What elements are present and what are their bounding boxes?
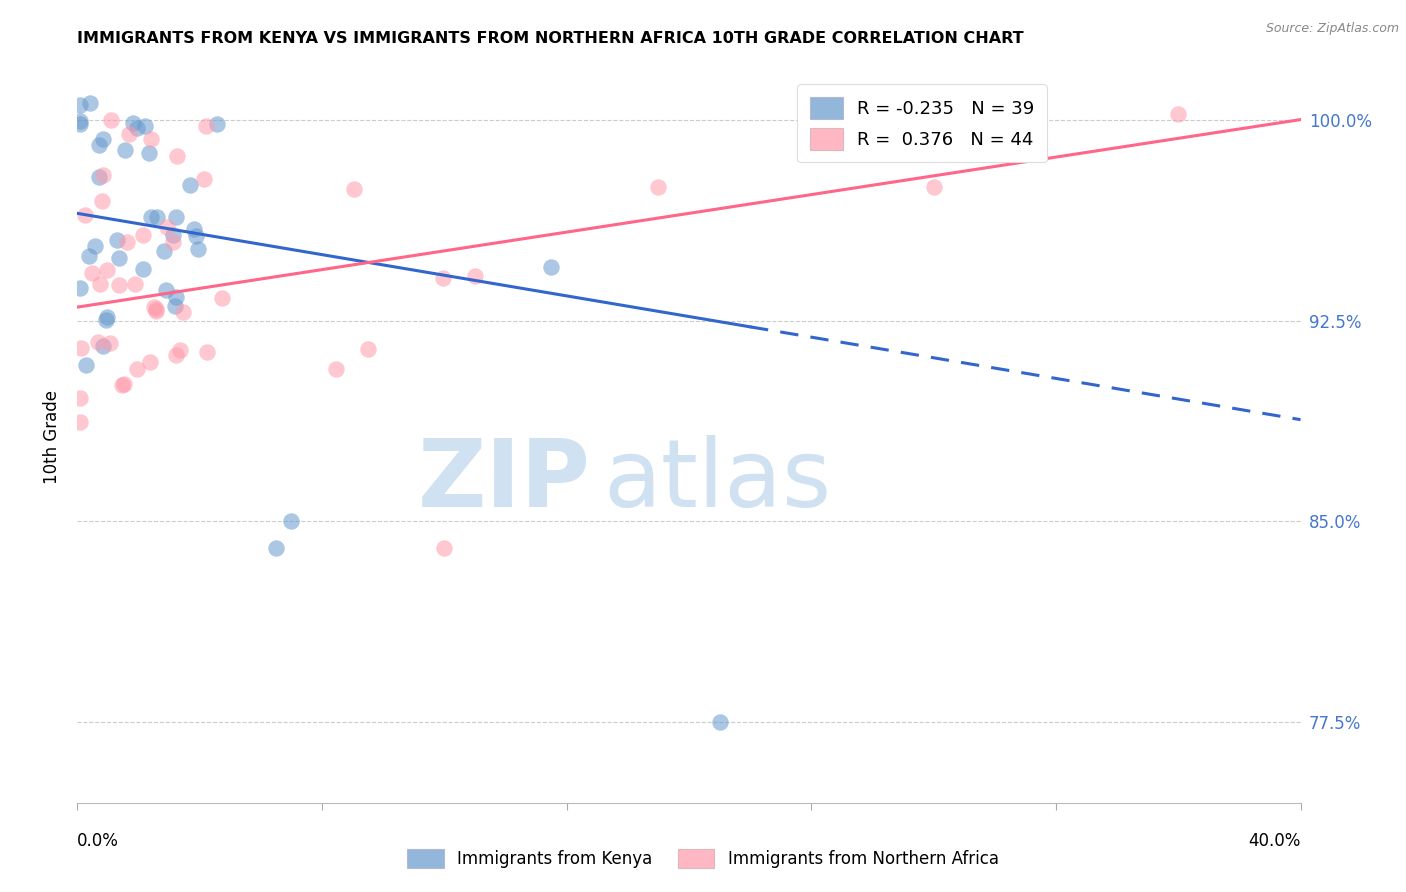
Point: [169, 343, 191, 357]
Point: [433, 541, 456, 556]
Point: [69, 114, 91, 128]
Point: [125, 121, 148, 136]
Point: [357, 343, 380, 357]
Point: [162, 228, 184, 243]
Point: [86, 334, 108, 349]
Point: [207, 117, 229, 131]
Point: [69, 117, 91, 131]
Point: [647, 179, 669, 194]
Point: [69, 281, 91, 295]
Point: [343, 182, 366, 196]
Text: ZIP: ZIP: [418, 435, 591, 527]
Point: [195, 344, 218, 359]
Point: [91, 194, 114, 208]
Point: [91, 131, 114, 145]
Text: 0.0%: 0.0%: [77, 832, 120, 850]
Y-axis label: 10th Grade: 10th Grade: [44, 390, 62, 484]
Point: [211, 291, 233, 305]
Point: [922, 179, 945, 194]
Point: [73, 208, 96, 222]
Legend: R = -0.235   N = 39, R =  0.376   N = 44: R = -0.235 N = 39, R = 0.376 N = 44: [797, 84, 1047, 162]
Point: [69, 416, 91, 430]
Legend: Immigrants from Kenya, Immigrants from Northern Africa: Immigrants from Kenya, Immigrants from N…: [401, 843, 1005, 875]
Point: [172, 305, 194, 319]
Point: [1167, 107, 1189, 121]
Text: IMMIGRANTS FROM KENYA VS IMMIGRANTS FROM NORTHERN AFRICA 10TH GRADE CORRELATION : IMMIGRANTS FROM KENYA VS IMMIGRANTS FROM…: [77, 31, 1024, 46]
Point: [75, 358, 97, 372]
Point: [114, 143, 136, 157]
Point: [108, 251, 131, 265]
Point: [132, 228, 155, 243]
Point: [98, 336, 121, 351]
Point: [79, 95, 101, 110]
Point: [156, 219, 179, 234]
Point: [153, 244, 176, 259]
Point: [131, 262, 153, 277]
Point: [166, 149, 188, 163]
Point: [193, 171, 215, 186]
Text: Source: ZipAtlas.com: Source: ZipAtlas.com: [1265, 22, 1399, 36]
Point: [432, 270, 454, 285]
Point: [464, 268, 486, 283]
Point: [105, 234, 128, 248]
Point: [155, 283, 177, 297]
Point: [139, 354, 162, 368]
Point: [184, 228, 207, 243]
Point: [134, 120, 156, 134]
Point: [179, 178, 201, 192]
Point: [94, 313, 117, 327]
Point: [77, 249, 100, 263]
Point: [89, 169, 111, 184]
Point: [111, 377, 134, 392]
Text: 40.0%: 40.0%: [1249, 832, 1301, 850]
Point: [124, 277, 146, 291]
Point: [100, 113, 122, 128]
Point: [145, 303, 167, 318]
Point: [138, 146, 160, 161]
Point: [96, 263, 118, 277]
Point: [91, 169, 114, 183]
Point: [141, 131, 163, 145]
Point: [165, 211, 187, 225]
Point: [108, 277, 131, 292]
Point: [163, 299, 186, 313]
Point: [89, 277, 111, 291]
Point: [165, 289, 187, 303]
Point: [146, 210, 169, 224]
Point: [96, 310, 118, 324]
Point: [112, 376, 135, 391]
Point: [162, 235, 184, 249]
Point: [183, 222, 205, 236]
Point: [194, 119, 217, 133]
Point: [91, 339, 114, 353]
Point: [69, 341, 91, 355]
Point: [115, 235, 138, 249]
Point: [143, 301, 166, 315]
Point: [87, 137, 110, 152]
Point: [325, 361, 347, 376]
Point: [540, 260, 562, 274]
Point: [264, 541, 287, 556]
Point: [709, 715, 731, 730]
Point: [141, 211, 163, 225]
Point: [69, 98, 91, 112]
Point: [165, 348, 187, 362]
Point: [145, 302, 167, 317]
Point: [187, 242, 209, 256]
Point: [125, 362, 148, 376]
Point: [84, 239, 107, 253]
Point: [280, 515, 302, 529]
Point: [122, 115, 145, 129]
Text: atlas: atlas: [603, 435, 831, 527]
Point: [118, 128, 141, 142]
Point: [69, 391, 91, 405]
Point: [82, 266, 104, 280]
